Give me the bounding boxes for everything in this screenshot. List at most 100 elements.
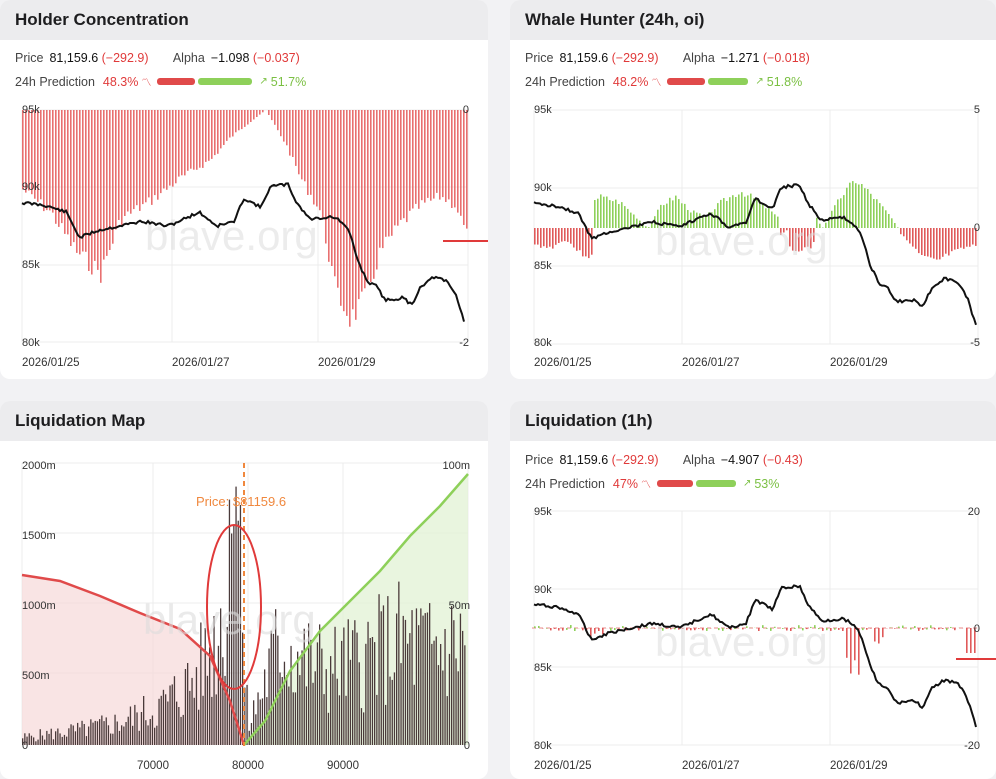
whale-bar (552, 228, 554, 249)
liquidation-1h-bar (546, 628, 548, 629)
liquidation-bar (237, 520, 239, 745)
whale-bar (537, 228, 539, 245)
liquidation-1h-bar (534, 626, 536, 628)
alpha-value: −1.098 (210, 51, 250, 65)
liquidation-bar (149, 719, 151, 745)
x-tick: 2026/01/25 (534, 357, 592, 369)
holder-bar (355, 110, 357, 320)
holder-bar (154, 110, 156, 196)
whale-bar (957, 228, 959, 249)
holder-bar (241, 110, 243, 130)
liquidation-1h-bar (966, 628, 968, 653)
liquidation-bar (101, 715, 103, 745)
whale-bar (627, 208, 629, 228)
whale-bar (849, 182, 851, 228)
whale-bar (558, 228, 560, 243)
whale-bar (939, 228, 941, 260)
liquidation-bar (127, 716, 129, 745)
liquidation-bar (193, 697, 195, 745)
left-tick: 80k (534, 740, 552, 752)
holder-bar (442, 110, 444, 198)
liquidation-bar (354, 620, 356, 745)
holder-bar (217, 110, 219, 154)
holder-bar (199, 110, 201, 168)
price-line (21, 182, 465, 322)
liquidation-bar (404, 619, 407, 745)
whale-bar (735, 197, 737, 228)
holder-bar (103, 110, 105, 260)
liquidation-bar (239, 505, 242, 745)
holder-bar (31, 110, 33, 195)
right-tick: 5 (974, 104, 980, 116)
liquidation-bar (39, 729, 41, 745)
whale-bar (702, 215, 704, 228)
x-tick: 2026/01/27 (172, 357, 230, 369)
whale-bar (678, 199, 680, 228)
holder-bar (211, 110, 213, 159)
holder-bar (184, 110, 186, 176)
holder-bar (364, 110, 366, 289)
alpha-change: (−0.43) (762, 453, 803, 467)
holder-bar (445, 110, 447, 202)
liquidation-1h-bar (854, 628, 856, 661)
holder-bar (463, 110, 465, 225)
liquidation-bar (132, 725, 134, 745)
liquidation-1h-bar (638, 628, 640, 631)
liquidation-bar (147, 725, 149, 745)
holder-bar (22, 110, 24, 190)
whale-bar (951, 228, 953, 252)
holder-bar (325, 110, 327, 244)
price-change: (−292.9) (101, 51, 149, 65)
holder-bar (295, 110, 297, 166)
whale-bar (741, 192, 743, 228)
whale-bar (576, 228, 578, 251)
liquidation-1h-bar (810, 626, 812, 629)
holder-bar (376, 110, 378, 270)
whale-bar (732, 195, 734, 228)
liquidation-1h-bar (850, 628, 852, 674)
whale-bar (783, 228, 785, 233)
prediction-down: 47% (612, 476, 638, 491)
liquidation-1h-bar (610, 628, 612, 631)
whale-bar (771, 211, 773, 228)
liquidation-bar (134, 704, 136, 745)
liquidation-1h-bar (922, 628, 924, 630)
liquidation-bar (211, 696, 213, 745)
liquidation-bar (57, 728, 59, 745)
liquidation-1h-bar (690, 628, 692, 631)
liquidation-bar (206, 675, 209, 745)
holder-bar (61, 110, 63, 224)
holder-bar (337, 110, 339, 288)
whale-bar (852, 181, 854, 228)
holder-bar (283, 110, 285, 142)
holder-bar (454, 110, 456, 208)
whale-bar (753, 198, 755, 228)
liquidation-bar (204, 628, 206, 745)
liquidation-bar (420, 608, 422, 745)
highlight-circle (206, 524, 262, 690)
panel-title: Liquidation Map (0, 401, 488, 441)
watermark: blave.org (143, 596, 316, 643)
whale-bar (762, 203, 764, 228)
liquidation-bar (334, 626, 336, 745)
prediction-up: 51.8% (766, 74, 803, 89)
liquidation-bar (288, 686, 290, 745)
liquidation-1h-bar (950, 626, 952, 628)
holder-bar (358, 110, 360, 300)
liquidation-1h-bar (946, 628, 948, 631)
liquidation-1h-bar (702, 628, 704, 631)
right-tick: 0 (463, 104, 469, 116)
liquidation-1h-bar (698, 628, 700, 629)
liquidation-bar (178, 707, 180, 745)
whale-bar (774, 214, 776, 228)
liquidation-bar (349, 659, 352, 745)
x-tick: 2026/01/25 (534, 760, 592, 772)
liquidation-1h-bar (798, 625, 800, 629)
right-tick: 0 (974, 623, 980, 635)
trend-down-icon: 〽 (141, 78, 152, 89)
left-tick: 90k (534, 584, 552, 596)
holder-bar (238, 110, 240, 131)
prediction-down: 48.3% (102, 74, 139, 89)
liquidation-bar (165, 694, 167, 745)
whale-bar (738, 194, 740, 228)
